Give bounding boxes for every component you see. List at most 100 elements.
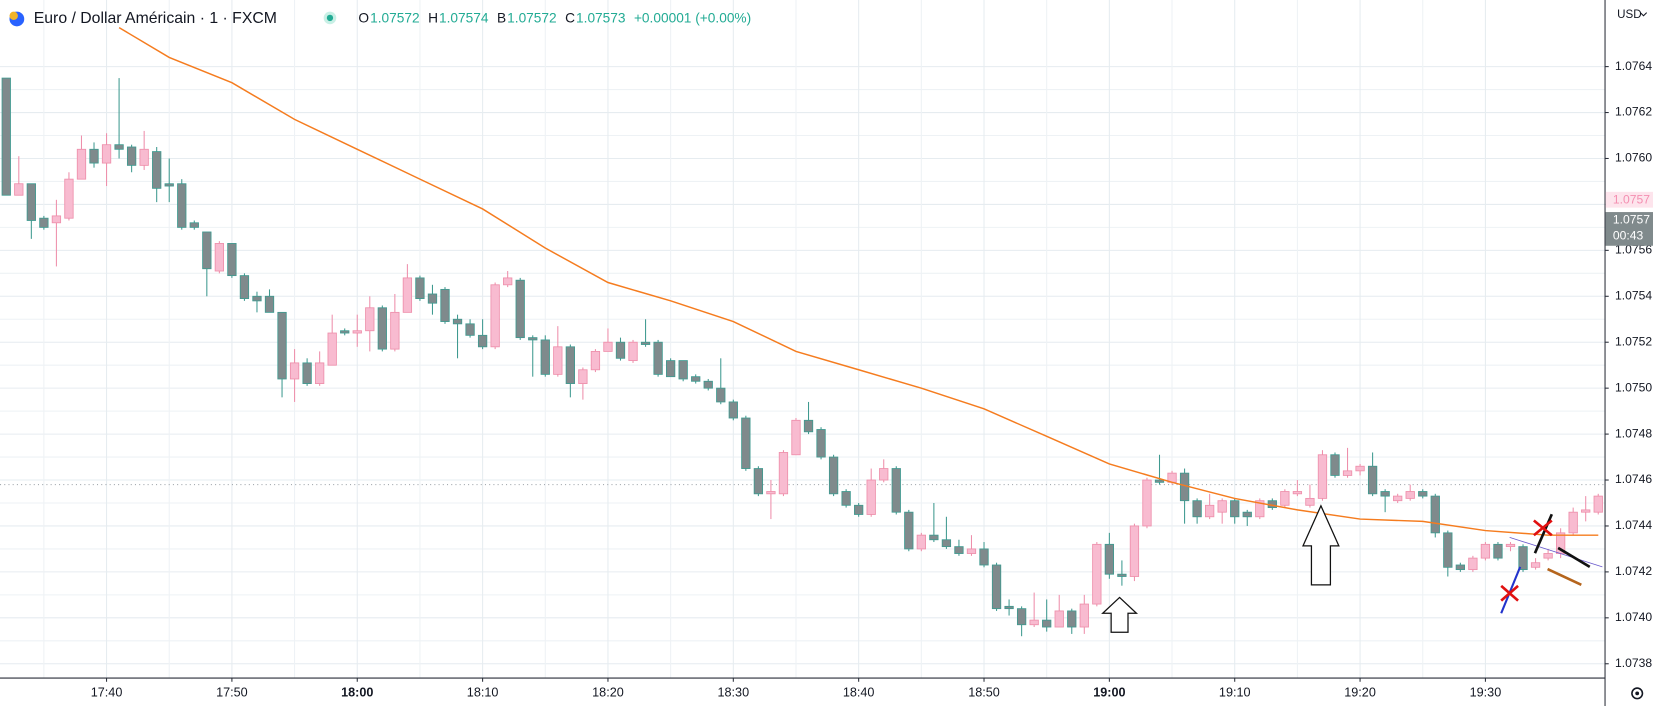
candle-body — [578, 369, 588, 384]
candle-body — [553, 346, 563, 375]
candle-body — [302, 362, 312, 384]
candle-body — [828, 456, 839, 495]
candle-body — [1004, 605, 1014, 610]
candle-body — [1129, 525, 1140, 577]
currency-selector[interactable]: USD — [1617, 9, 1648, 21]
candle-body — [528, 337, 538, 341]
candle-body — [1543, 553, 1553, 559]
x-tick-label: 19:10 — [1219, 686, 1251, 700]
ohlc-value: 1.07572 — [370, 11, 419, 26]
candle-body — [1217, 500, 1227, 513]
candle-body — [628, 341, 638, 362]
candle-body — [1430, 495, 1440, 534]
candle-body — [1142, 479, 1152, 527]
y-tick-label: 1.0760 — [1615, 151, 1652, 165]
candle-body — [991, 564, 1002, 610]
symbol-title[interactable]: Euro / Dollar Américain · 1 · FXCM — [34, 10, 277, 27]
settings-icon[interactable] — [1631, 687, 1644, 700]
y-tick-label: 1.0744 — [1615, 518, 1652, 532]
candle-body — [402, 277, 413, 313]
x-tick-label: 19:30 — [1470, 686, 1502, 700]
candle-body — [603, 341, 613, 352]
candle-body — [202, 231, 212, 270]
price-tag — [1605, 212, 1653, 246]
x-tick-label: 18:40 — [843, 686, 875, 700]
x-tick-label: 18:20 — [592, 686, 624, 700]
candle-body — [979, 548, 989, 566]
candle-body — [891, 468, 901, 513]
candle-body — [1192, 500, 1202, 518]
candle-body — [26, 183, 36, 221]
axes: 1.0738 1.0740 1.0742 1.0744 1.0746 1.0748 1.07… — [91, 59, 1653, 700]
candle-body — [678, 360, 688, 380]
candle-body — [1581, 509, 1591, 513]
candle-body — [51, 215, 62, 224]
candle-body — [1280, 491, 1290, 506]
candle-body — [841, 491, 851, 506]
candle-body — [114, 144, 124, 150]
currency[interactable]: USD — [1617, 9, 1641, 21]
candle-body — [904, 511, 914, 550]
up-arrow — [1101, 596, 1139, 633]
price-tag-label: 1.0757 — [1613, 213, 1650, 227]
candle-body — [227, 243, 237, 277]
candle-body — [540, 339, 550, 375]
ohlc-key: O — [358, 11, 369, 26]
candle-body — [1530, 562, 1541, 568]
candle-body — [1405, 491, 1415, 499]
candle-body — [252, 295, 262, 302]
candle-body — [1317, 454, 1328, 499]
candle-body — [1042, 619, 1052, 628]
candle-body — [879, 468, 889, 481]
candle-body — [1568, 511, 1578, 534]
candle-body — [565, 346, 575, 384]
dropdown-caret — [1639, 12, 1648, 17]
x-tick-label: 18:00 — [341, 686, 373, 700]
candle-body — [954, 546, 964, 554]
candle-body — [1443, 532, 1453, 568]
candle-body — [477, 334, 488, 348]
y-tick-label: 1.0752 — [1615, 334, 1652, 348]
candle-body — [640, 341, 651, 345]
black-line — [1533, 513, 1554, 554]
candle-body — [340, 330, 350, 334]
y-tick-label: 1.0748 — [1615, 426, 1652, 440]
x-tick-label: 18:10 — [467, 686, 499, 700]
candle-body — [766, 491, 776, 495]
candle-body — [653, 341, 663, 375]
up-arrow — [1302, 504, 1340, 586]
candle-body — [854, 504, 864, 515]
candle-body — [76, 148, 87, 180]
ohlc-key: C — [565, 11, 575, 26]
y-tick-label: 1.0750 — [1615, 380, 1652, 394]
candle-body — [89, 148, 99, 164]
candle-body — [189, 222, 199, 228]
candle-body — [1468, 557, 1478, 571]
candle-body — [126, 146, 137, 166]
candle-body — [239, 275, 250, 300]
candle-body — [665, 360, 676, 378]
x-tick-label: 19:00 — [1093, 686, 1125, 700]
y-tick-label: 1.0746 — [1615, 472, 1652, 486]
candle-body — [1480, 543, 1491, 559]
candle-body — [14, 183, 24, 196]
candle-body — [152, 151, 162, 189]
candle-body — [214, 243, 225, 272]
candle-body — [966, 548, 977, 554]
ohlc-key: B — [497, 11, 506, 26]
moving-average — [118, 26, 1599, 536]
settings-button[interactable] — [1631, 687, 1644, 700]
candle-body — [352, 330, 362, 334]
candle-body — [778, 452, 789, 495]
y-tick-label: 1.0762 — [1615, 105, 1652, 119]
candle-body — [264, 295, 275, 313]
candle-body — [1393, 495, 1403, 502]
candle-body — [1242, 511, 1252, 518]
ohlc-value: 1.07574 — [439, 11, 489, 26]
candle-body — [452, 318, 463, 325]
candle-body — [929, 534, 939, 541]
price-tag-label: 1.0757 — [1613, 192, 1650, 206]
ohlc-values: O 1.07572 H 1.07574 B 1.07572 C 1.07573 +0.00001… — [358, 11, 751, 26]
blue-line — [1500, 566, 1522, 614]
